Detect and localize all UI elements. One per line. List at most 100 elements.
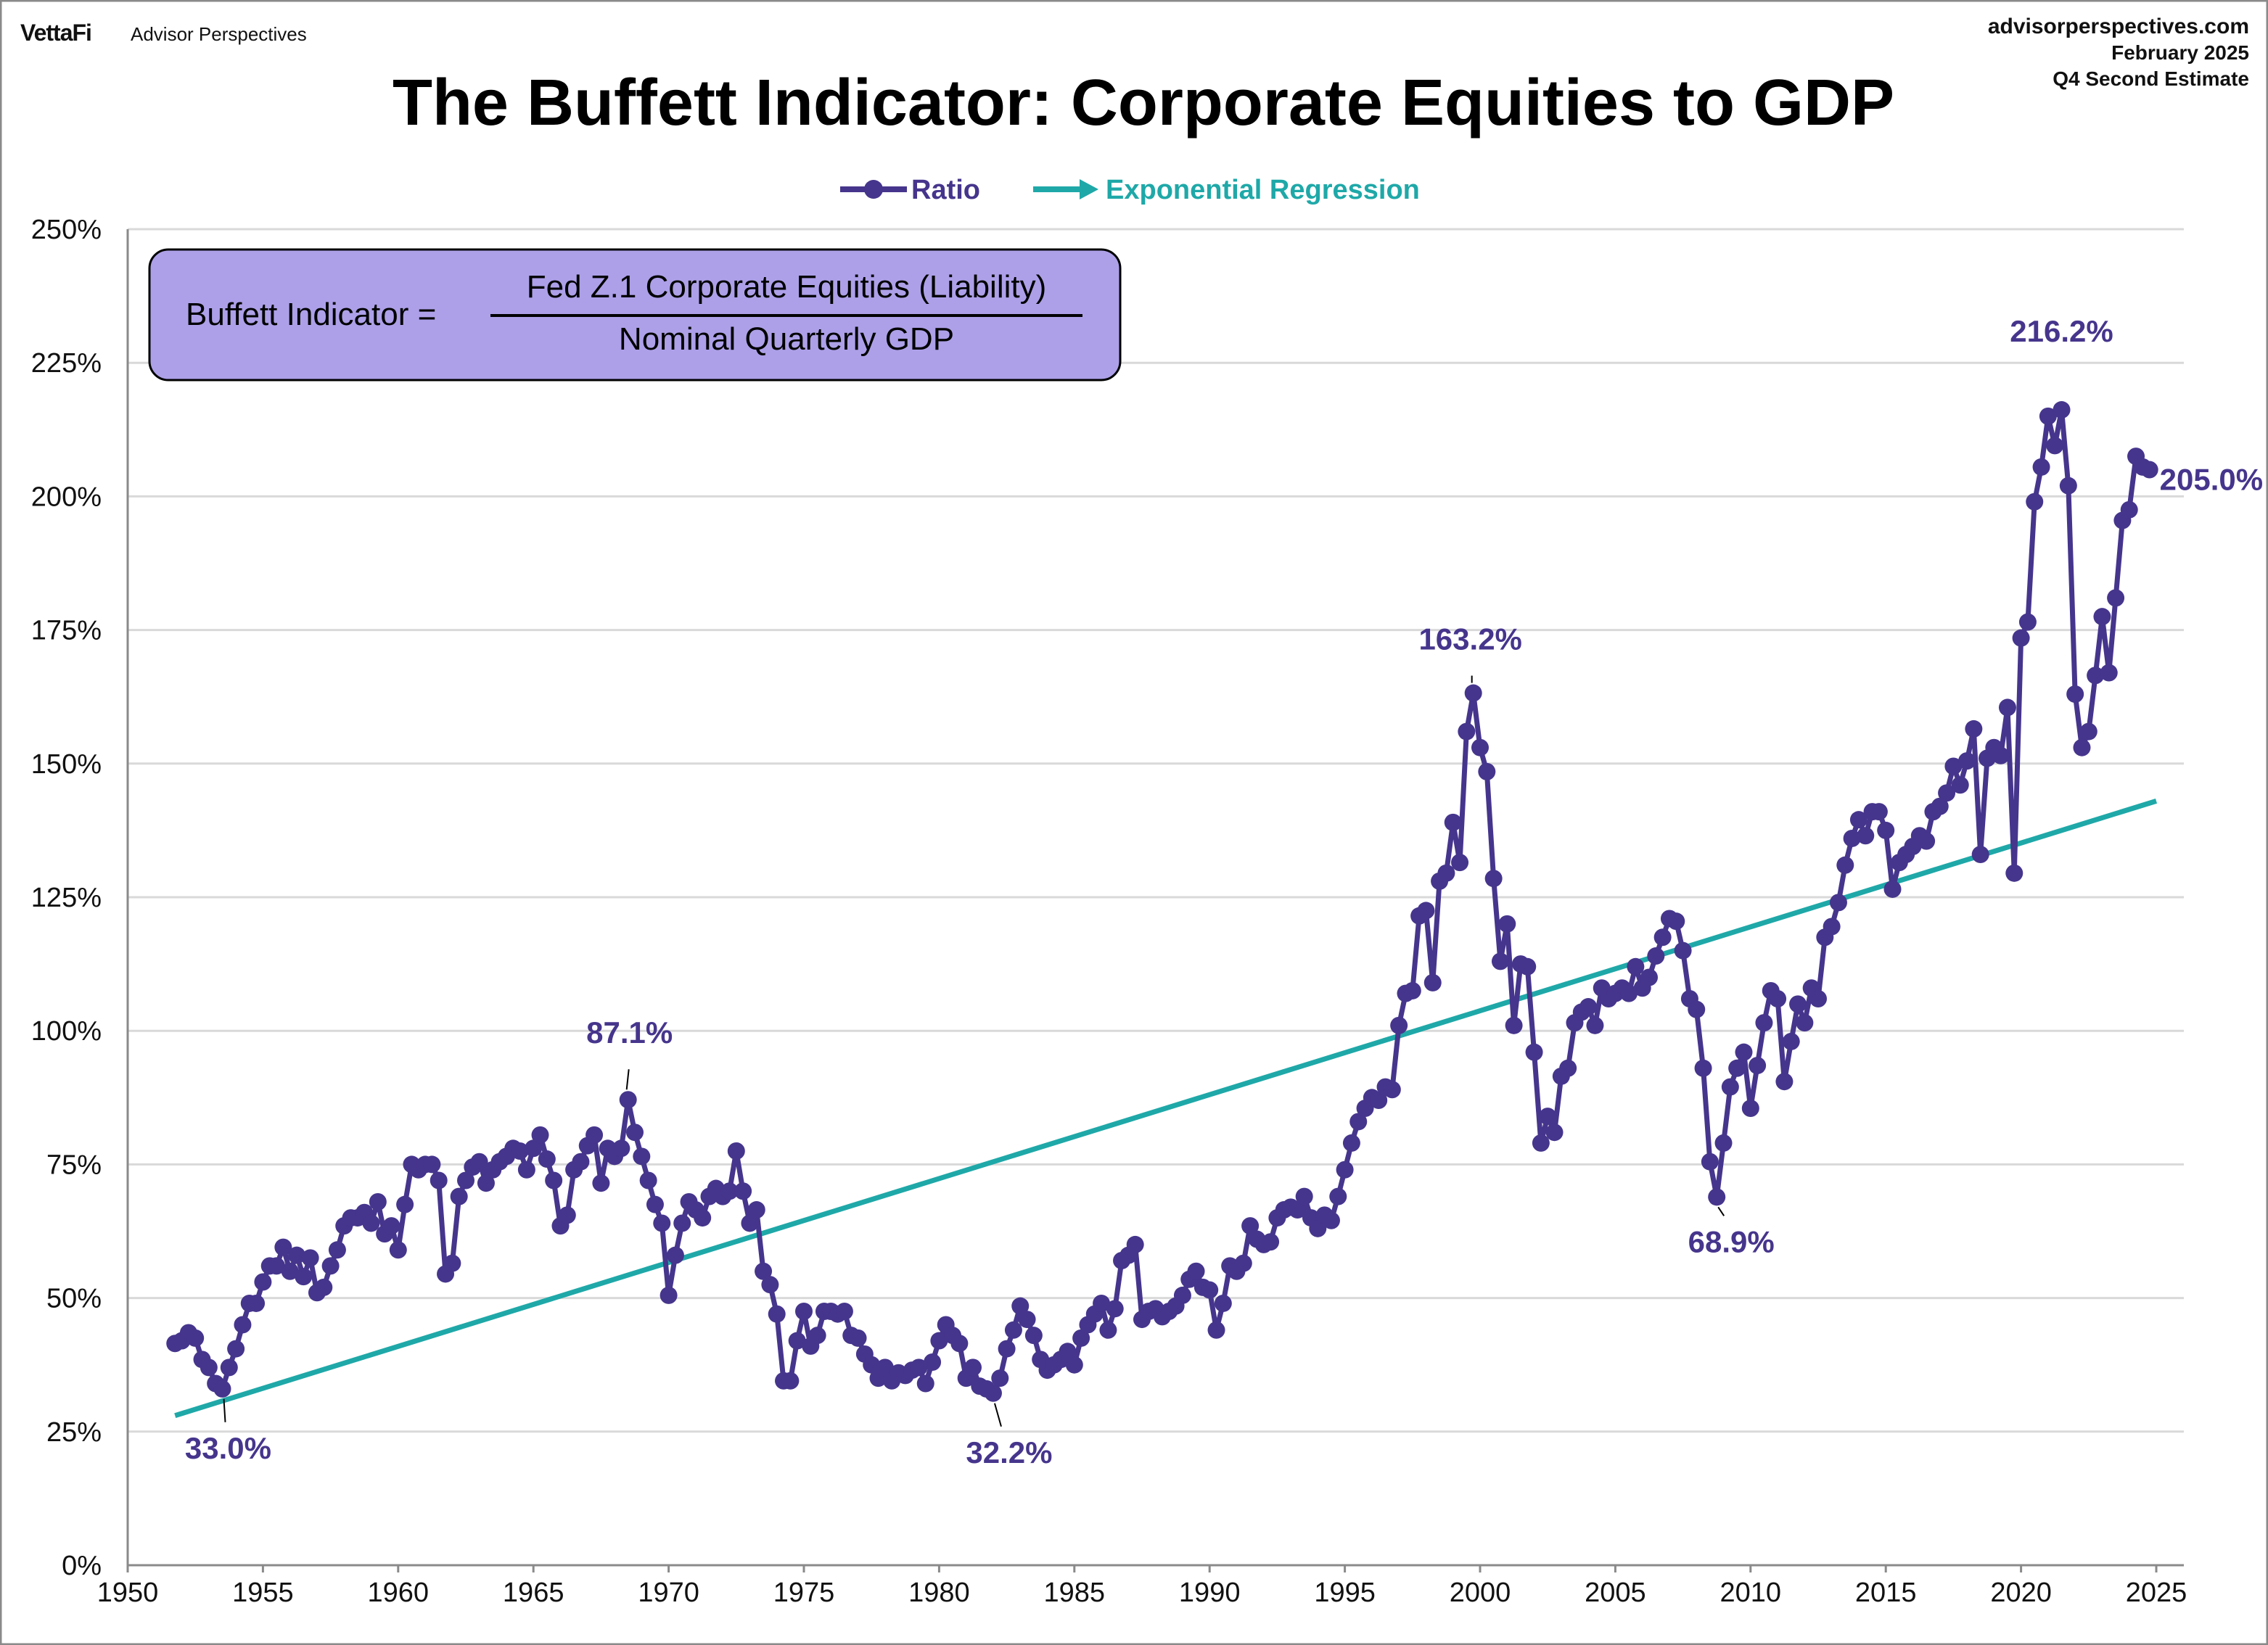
ratio-point: [423, 1155, 441, 1174]
y-axis-ticks: 0% 25% 50% 75% 100% 125% 150% 175% 200% 225% 250%: [31, 215, 102, 1581]
legend-item-ratio[interactable]: Ratio: [840, 175, 980, 205]
ratio-point: [1647, 947, 1665, 965]
annotation-label: 87.1%: [586, 1015, 673, 1050]
ratio-point: [301, 1249, 319, 1267]
y-tick-label: 225%: [31, 348, 102, 379]
ratio-point: [457, 1171, 474, 1190]
legend-regression-label: Exponential Regression: [1106, 175, 1420, 205]
ratio-point: [1627, 957, 1645, 976]
ratio-point: [741, 1214, 759, 1232]
ratio-point: [511, 1142, 529, 1160]
ratio-point: [389, 1241, 407, 1259]
ratio-point: [274, 1238, 292, 1256]
ratio-point: [761, 1276, 779, 1294]
ratio-point: [747, 1201, 765, 1219]
ratio-point: [1072, 1329, 1090, 1347]
ratio-point: [1586, 1016, 1604, 1034]
ratio-point: [849, 1329, 867, 1347]
ratio-point: [1559, 1059, 1577, 1077]
ratio-point: [626, 1124, 644, 1142]
x-tick-label: 1965: [503, 1578, 564, 1608]
legend-item-regression[interactable]: Exponential Regression: [1033, 175, 1420, 205]
ratio-point: [1992, 746, 2010, 764]
ratio-point: [808, 1327, 826, 1345]
y-tick-label: 250%: [31, 215, 102, 245]
ratio-point: [910, 1359, 928, 1377]
x-tick-label: 1975: [773, 1578, 835, 1608]
ratio-point: [1539, 1108, 1557, 1126]
x-tick-label: 1985: [1044, 1578, 1106, 1608]
ratio-point: [254, 1273, 272, 1291]
ratio-point: [1667, 912, 1685, 931]
ratio-point: [450, 1187, 468, 1205]
x-tick-label: 2020: [1990, 1578, 2052, 1608]
ratio-point: [1437, 864, 1455, 882]
ratio-point: [1295, 1187, 1313, 1205]
ratio-point: [1403, 981, 1421, 999]
publish-date: February 2025: [2111, 41, 2249, 64]
ratio-point: [924, 1353, 942, 1372]
ratio-point: [1870, 803, 1888, 821]
annotation-leader-line: [625, 1069, 630, 1090]
ratio-point: [1653, 928, 1672, 947]
ratio-point: [430, 1171, 448, 1190]
ratio-point: [768, 1305, 786, 1323]
ratio-point: [950, 1335, 969, 1353]
ratio-point: [1262, 1233, 1280, 1251]
chart-title: The Buffett Indicator: Corporate Equitie…: [393, 67, 1894, 139]
legend-ratio-marker: [864, 180, 883, 199]
ratio-point: [1809, 989, 1827, 1007]
ratio-point: [1417, 902, 1435, 920]
brand-logo: VettaFi: [20, 20, 91, 46]
ratio-point: [653, 1214, 671, 1232]
ratio-point: [964, 1359, 982, 1377]
ratio-point: [1958, 752, 1976, 770]
ratio-point: [1201, 1281, 1219, 1299]
ratio-point: [1545, 1124, 1564, 1142]
ratio-point: [1829, 894, 1847, 912]
ratio-point: [268, 1257, 286, 1275]
ratio-point: [538, 1150, 556, 1168]
ratio-point: [633, 1147, 651, 1166]
x-tick-label: 2005: [1585, 1578, 1646, 1608]
brand-subtitle: Advisor Perspectives: [131, 23, 307, 45]
x-tick-label: 1970: [638, 1578, 699, 1608]
y-tick-label: 100%: [31, 1016, 102, 1047]
ratio-point: [1843, 829, 1861, 847]
ratio-point: [186, 1329, 205, 1347]
x-tick-label: 1955: [232, 1578, 294, 1608]
regression-line: [174, 799, 2158, 1419]
ratio-point: [1126, 1235, 1144, 1253]
ratio-point: [1471, 738, 1489, 756]
annotation-label: 32.2%: [966, 1435, 1052, 1469]
ratio-point: [795, 1303, 813, 1321]
ratio-point: [1728, 1059, 1746, 1077]
ratio-point: [1336, 1160, 1354, 1179]
arrow-right-icon: [1080, 179, 1098, 199]
formula-numerator: Fed Z.1 Corporate Equities (Liability): [527, 269, 1047, 305]
ratio-point: [2073, 738, 2091, 756]
annotations: 33.0% 87.1% 32.2% 163.2% 68.9% 216.2% 205.0%: [185, 314, 2263, 1469]
ratio-point: [1944, 757, 1963, 775]
ratio-point: [835, 1303, 853, 1321]
ratio-point: [1018, 1311, 1036, 1329]
ratio-point: [1741, 1100, 1759, 1118]
ratio-point: [1769, 989, 1787, 1007]
annotation-leader-line: [223, 1398, 226, 1422]
ratio-series: [166, 401, 2158, 1402]
ratio-point: [1289, 1201, 1307, 1219]
ratio-point: [1931, 797, 1949, 815]
y-tick-label: 150%: [31, 749, 102, 780]
ratio-point: [1735, 1043, 1753, 1061]
annotation-label: 68.9%: [1688, 1224, 1775, 1258]
ratio-point: [1004, 1321, 1022, 1339]
ratio-point: [2079, 722, 2098, 741]
ratio-point: [1390, 1016, 1408, 1034]
y-tick-label: 200%: [31, 482, 102, 512]
y-tick-label: 25%: [46, 1417, 102, 1448]
ratio-point: [1714, 1134, 1733, 1152]
ratio-point: [1484, 870, 1503, 888]
ratio-point: [2087, 667, 2105, 685]
ratio-point: [755, 1262, 773, 1280]
